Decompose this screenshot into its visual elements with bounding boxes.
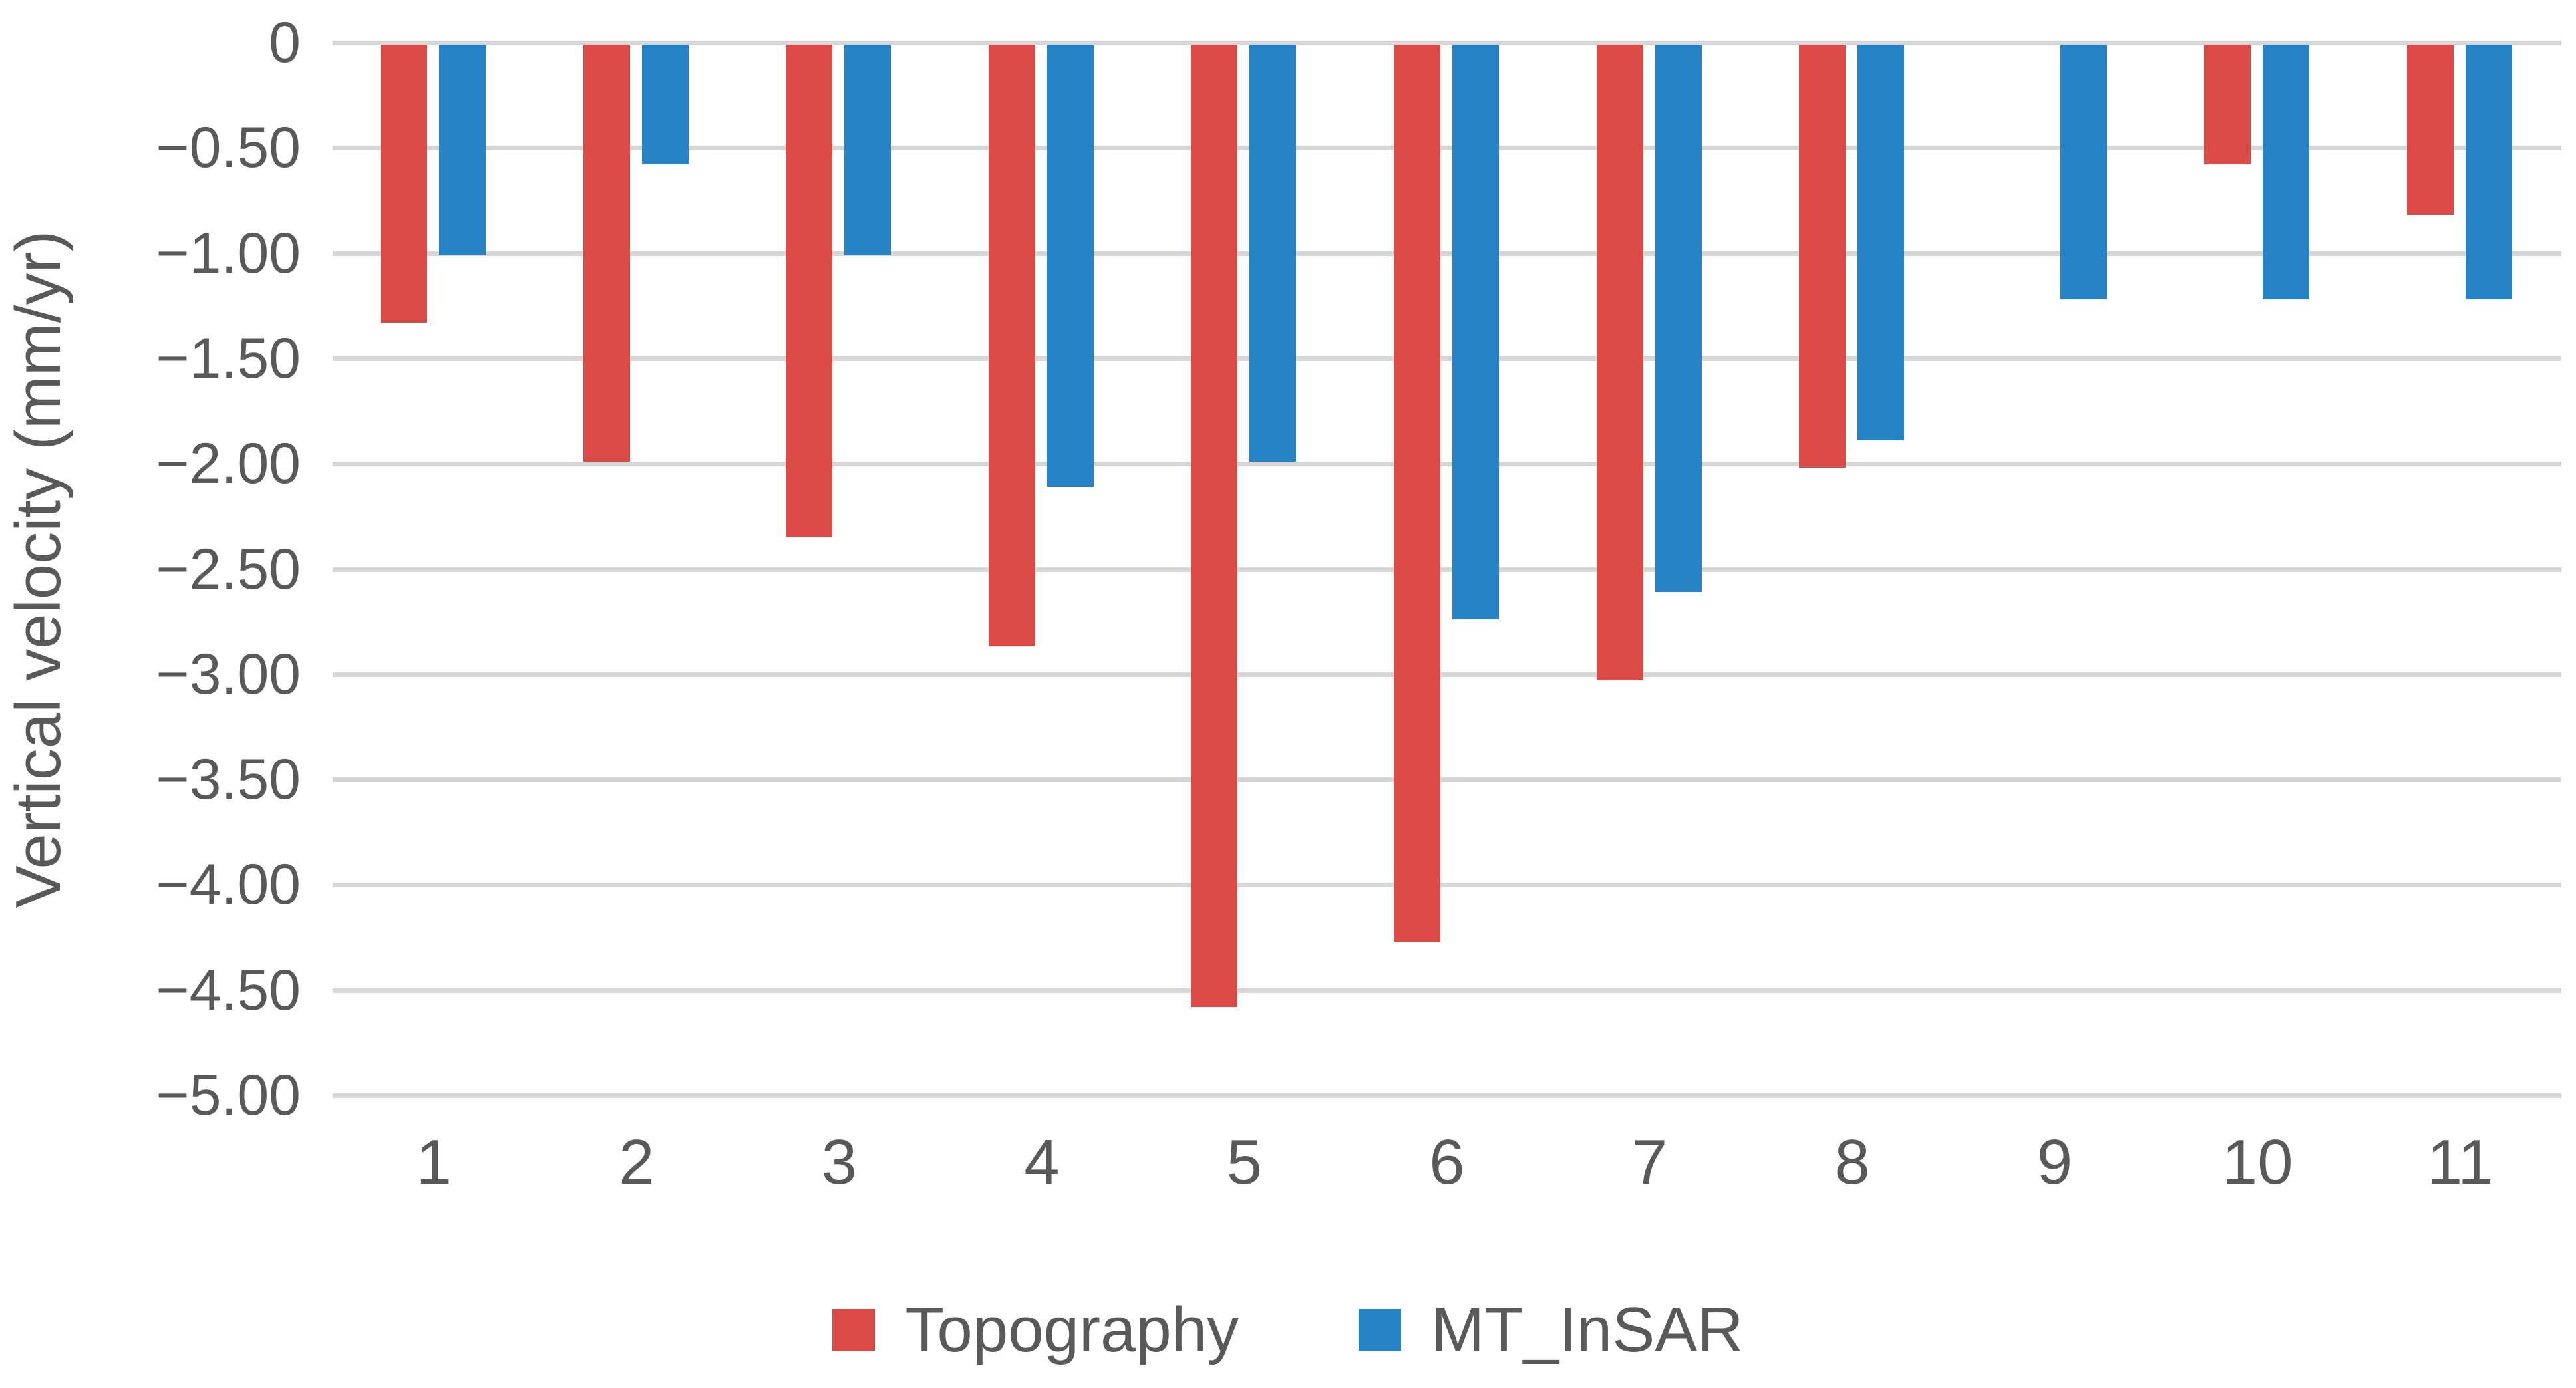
- gridline: [333, 462, 2561, 467]
- gridline: [333, 356, 2561, 361]
- gridline: [333, 251, 2561, 256]
- gridline: [333, 672, 2561, 677]
- bar-mt_insar-cat5: [1249, 45, 1297, 462]
- y-axis-tick-label: −4.00: [156, 853, 301, 917]
- bar-mt_insar-cat2: [641, 45, 689, 165]
- y-axis-tick-label: −0.50: [156, 116, 301, 180]
- x-axis-category-label: 7: [1631, 1127, 1668, 1198]
- legend-swatch-mt-insar: [1359, 1309, 1402, 1351]
- gridline: [333, 41, 2561, 45]
- y-axis-tick-label: −3.50: [156, 748, 301, 812]
- x-axis-category-label: 11: [2426, 1127, 2494, 1198]
- gridline: [333, 777, 2561, 783]
- legend: Topography MT_InSAR: [0, 1294, 2576, 1367]
- bar-topography-cat1: [381, 45, 428, 323]
- x-axis-category-label: 8: [1834, 1127, 1870, 1198]
- bar-mt_insar-cat11: [2465, 45, 2512, 300]
- x-axis-category-label: 9: [2036, 1127, 2073, 1198]
- bar-mt_insar-cat6: [1452, 45, 1499, 620]
- bar-topography-cat6: [1394, 45, 1440, 942]
- bar-mt_insar-cat3: [844, 45, 891, 255]
- legend-label-topography: Topography: [905, 1294, 1239, 1365]
- x-axis-category-label: 4: [1024, 1127, 1060, 1198]
- gridline: [333, 1093, 2561, 1098]
- legend-label-mt-insar: MT_InSAR: [1431, 1294, 1744, 1365]
- legend-item-mt-insar: MT_InSAR: [1359, 1294, 1744, 1367]
- bar-mt_insar-cat4: [1046, 45, 1094, 487]
- bar-mt_insar-cat10: [2263, 45, 2310, 300]
- x-axis-category-label: 10: [2221, 1127, 2293, 1198]
- bar-mt_insar-cat8: [1857, 45, 1905, 441]
- bar-topography-cat10: [2204, 45, 2251, 165]
- y-axis-tick-label: 0: [269, 11, 301, 74]
- x-axis-category-label: 3: [821, 1127, 858, 1198]
- y-axis-tick-label: −2.00: [156, 432, 301, 496]
- bar-topography-cat7: [1596, 45, 1643, 681]
- gridline: [333, 883, 2561, 888]
- y-axis-tick-label: −2.50: [156, 537, 301, 601]
- legend-item-topography: Topography: [832, 1294, 1239, 1367]
- bar-topography-cat4: [988, 45, 1035, 647]
- bar-mt_insar-cat1: [439, 45, 486, 255]
- y-axis-tick-label: −5.00: [156, 1063, 301, 1127]
- gridline: [333, 567, 2561, 572]
- gridline: [333, 146, 2561, 151]
- bar-mt_insar-cat9: [2060, 45, 2107, 300]
- x-axis-category-label: 6: [1429, 1127, 1465, 1198]
- bar-mt_insar-cat7: [1655, 45, 1702, 593]
- bar-topography-cat3: [786, 45, 833, 537]
- gridline: [333, 988, 2561, 993]
- y-axis-tick-label: −4.50: [156, 958, 301, 1022]
- bar-topography-cat8: [1799, 45, 1846, 468]
- x-axis-category-label: 2: [619, 1127, 655, 1198]
- bar-topography-cat5: [1191, 45, 1238, 1007]
- y-axis-tick-label: −1.50: [156, 326, 301, 390]
- y-axis-tick-label: −1.00: [156, 221, 301, 285]
- y-axis-tick-label: −3.00: [156, 642, 301, 706]
- bar-topography-cat2: [583, 45, 630, 462]
- legend-swatch-topography: [832, 1309, 876, 1351]
- x-axis-category-label: 1: [416, 1127, 452, 1198]
- x-axis-category-label: 5: [1226, 1127, 1263, 1198]
- bar-topography-cat11: [2406, 45, 2454, 215]
